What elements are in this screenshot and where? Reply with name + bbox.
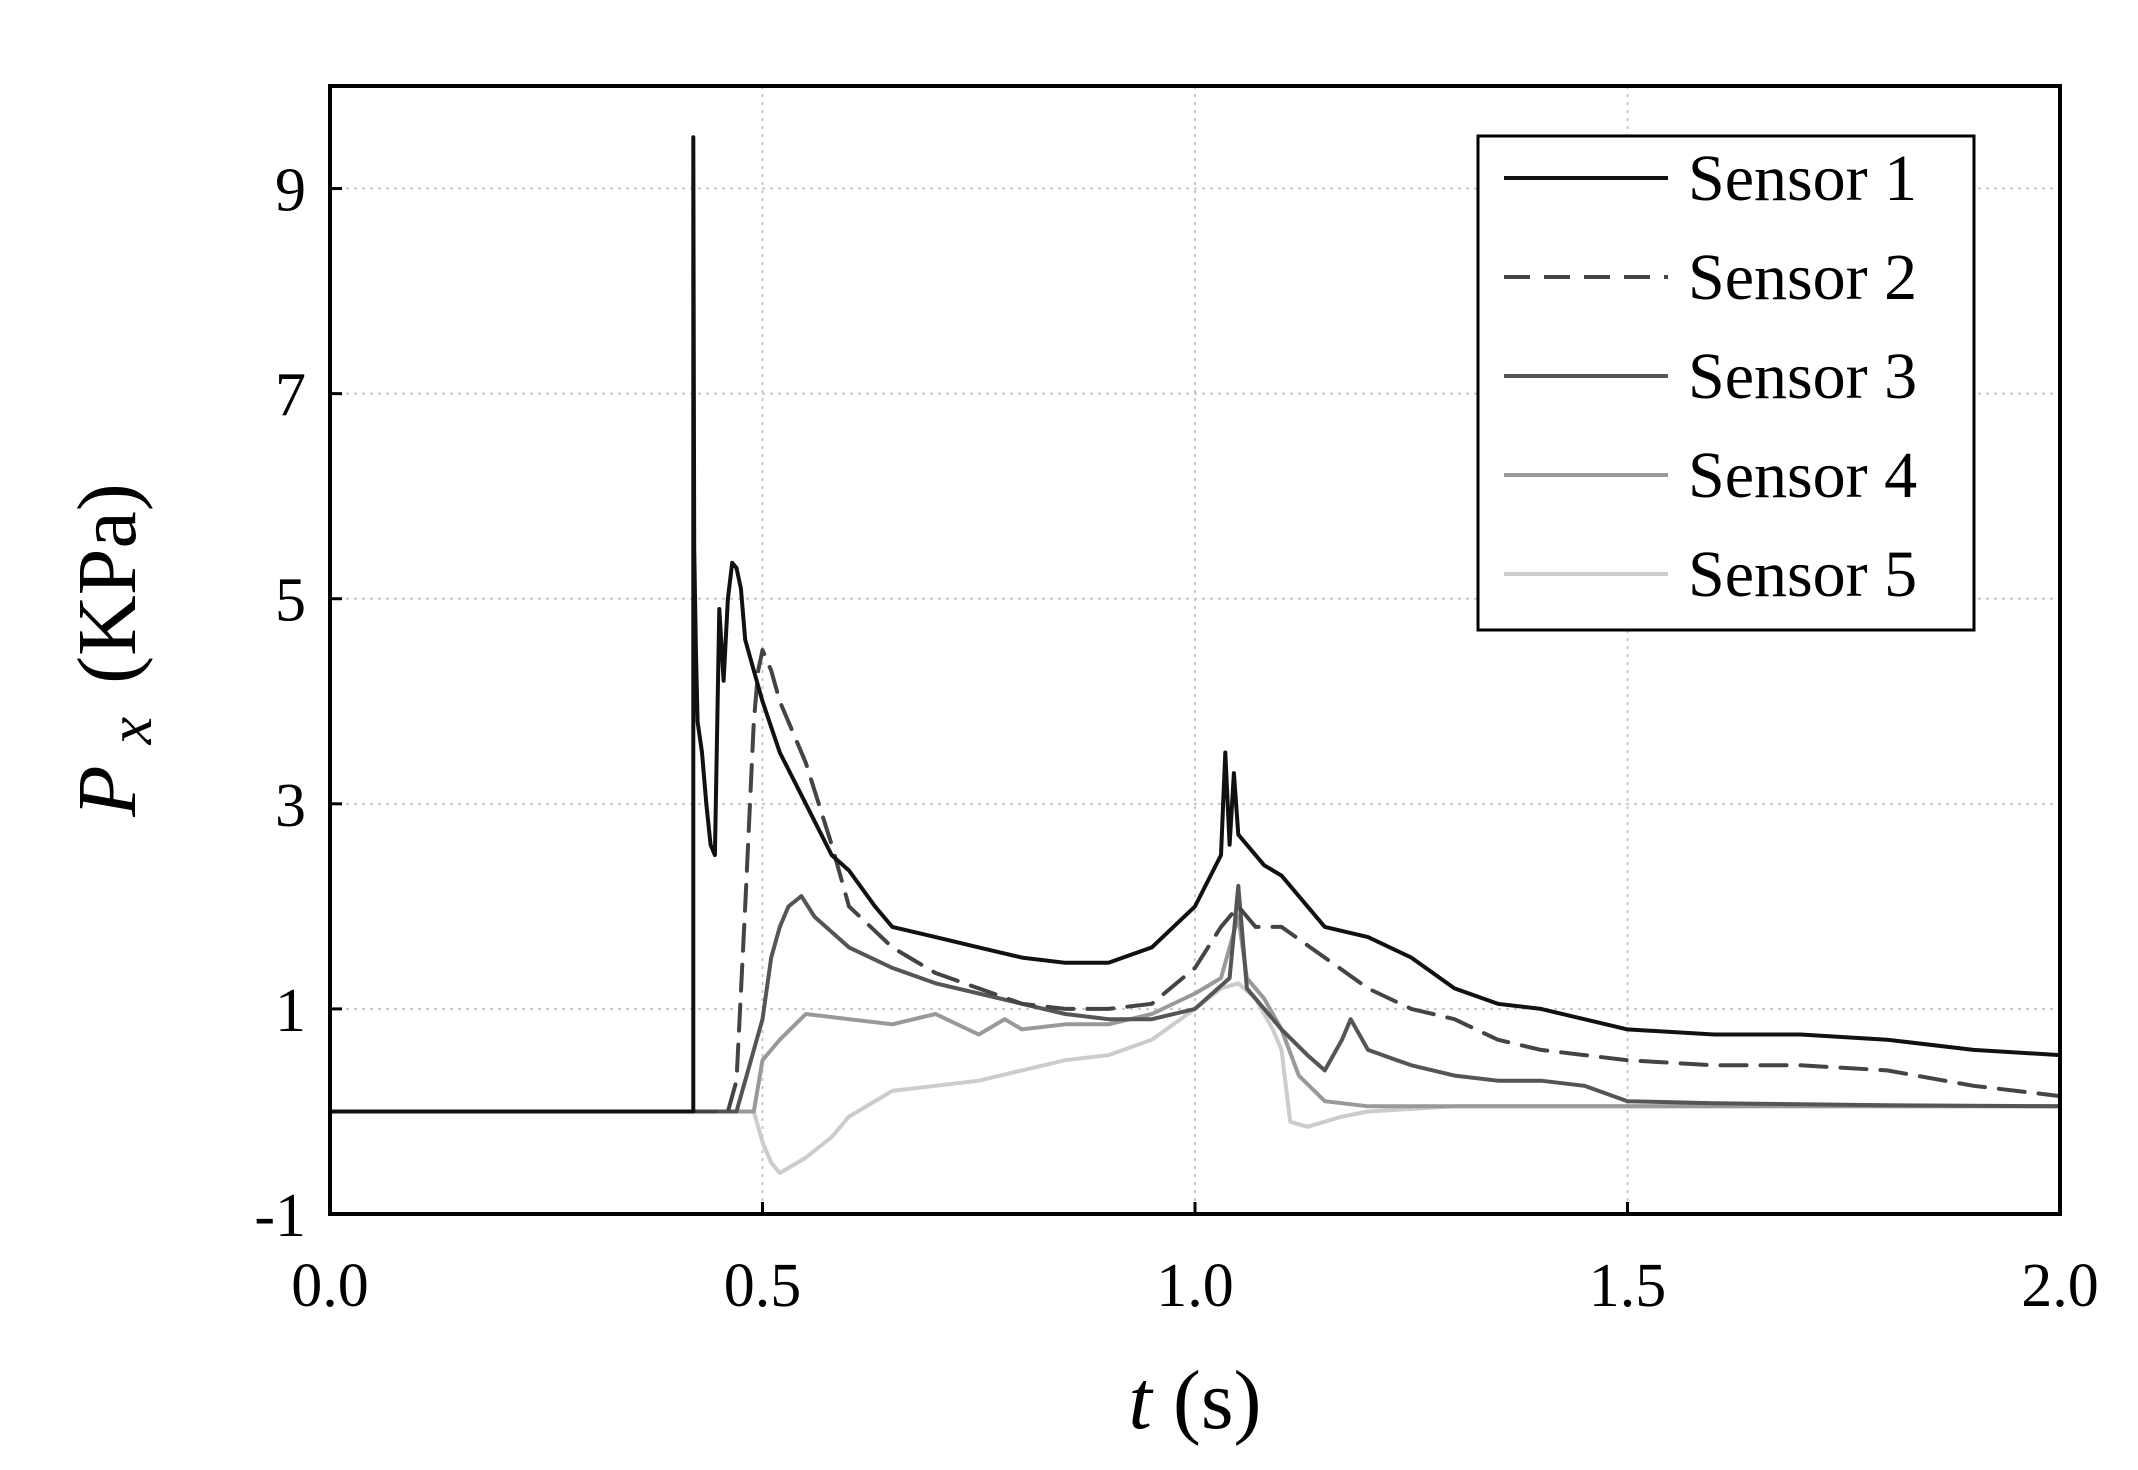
y-tick-label: -1: [254, 1182, 306, 1250]
y-axis-label: P x (KPa): [61, 483, 170, 817]
y-axis-unit: (KPa): [61, 483, 154, 684]
legend-items: Sensor 1 Sensor 2 Sensor 3 Sensor 4 Sensor 5: [1504, 142, 1917, 611]
legend-label-sensor-5: Sensor 5: [1688, 538, 1917, 611]
y-tick-label: 5: [275, 567, 306, 635]
series-layer: [328, 135, 2062, 1175]
x-tick-label: 2.0: [2021, 1252, 2099, 1320]
series-line-sensor-2: [328, 648, 2062, 1114]
legend-box: [1476, 134, 1976, 632]
x-tick-label: 0.0: [291, 1252, 369, 1320]
x-axis-label: t (s): [1129, 1354, 1262, 1447]
y-axis-subscript: x: [97, 716, 165, 745]
legend-label-sensor-3: Sensor 3: [1688, 340, 1917, 413]
x-tick-label: 1.0: [1156, 1252, 1234, 1320]
y-tick-label: 1: [275, 977, 306, 1045]
y-tick-label: 9: [275, 157, 306, 225]
legend-label-sensor-4: Sensor 4: [1688, 439, 1917, 512]
legend-label-sensor-2: Sensor 2: [1688, 241, 1917, 314]
tick-layer: 0.0 0.5 1.0 1.5 2.0 -1 1 3 5 7 9: [254, 157, 2098, 1320]
legend-label-sensor-1: Sensor 1: [1688, 142, 1917, 215]
y-tick-label: 7: [275, 362, 306, 430]
x-axis-variable: t: [1129, 1354, 1155, 1447]
series-line-sensor-1: [328, 135, 2062, 1114]
x-axis-unit: (s): [1173, 1354, 1262, 1447]
x-tick-label: 1.5: [1589, 1252, 1667, 1320]
legend: Sensor 1 Sensor 2 Sensor 3 Sensor 4 Sensor 5: [1476, 134, 1976, 632]
series-line-sensor-3: [328, 883, 2062, 1114]
x-tick-label: 0.5: [724, 1252, 802, 1320]
y-tick-label: 3: [275, 772, 306, 840]
y-axis-variable: P: [61, 765, 154, 817]
series-line-sensor-5: [328, 981, 2062, 1175]
